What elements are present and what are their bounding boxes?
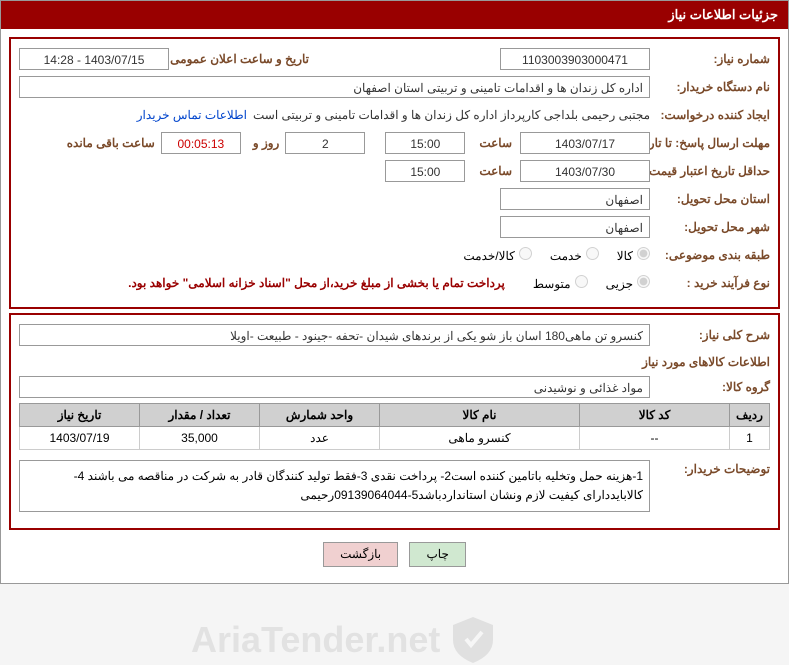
td-name: کنسرو ماهی — [380, 427, 580, 450]
row-buyer: نام دستگاه خریدار: اداره کل زندان ها و ا… — [19, 75, 770, 99]
button-bar: چاپ بازگشت — [9, 534, 780, 575]
city-field: اصفهان — [500, 216, 650, 238]
validity-label: حداقل تاریخ اعتبار قیمت: تا تاریخ: — [650, 164, 770, 178]
desc-label: شرح کلی نیاز: — [650, 328, 770, 342]
radio-partial-label: جزیی — [606, 275, 650, 291]
time-label-1: ساعت — [473, 136, 512, 150]
radio-service-label: خدمت — [550, 247, 599, 263]
radio-both-label: کالا/خدمت — [463, 247, 531, 263]
countdown-field: 00:05:13 — [161, 132, 241, 154]
announce-label: تاریخ و ساعت اعلان عمومی: — [169, 52, 309, 66]
group-field: مواد غذائی و نوشیدنی — [19, 376, 650, 398]
th-code: کد کالا — [580, 404, 730, 427]
back-button[interactable]: بازگشت — [323, 542, 398, 567]
th-name: نام کالا — [380, 404, 580, 427]
watermark: AriaTender.net — [191, 615, 498, 665]
remain-label: ساعت باقی مانده — [61, 136, 155, 150]
buyer-desc-box: 1-هزینه حمل وتخلیه باتامین کننده است2- پ… — [19, 460, 650, 512]
process-label: نوع فرآیند خرید : — [650, 276, 770, 290]
province-label: استان محل تحویل: — [650, 192, 770, 206]
requester-text: مجتبی رحیمی بلداجی کارپرداز اداره کل زند… — [253, 108, 650, 122]
row-group: گروه کالا: مواد غذائی و نوشیدنی — [19, 375, 770, 399]
deadline-label: مهلت ارسال پاسخ: تا تاریخ: — [650, 136, 770, 150]
city-label: شهر محل تحویل: — [650, 220, 770, 234]
info-panel: شماره نیاز: 1103003903000471 تاریخ و ساع… — [9, 37, 780, 309]
row-need-no: شماره نیاز: 1103003903000471 تاریخ و ساع… — [19, 47, 770, 71]
row-requester: ایجاد کننده درخواست: مجتبی رحیمی بلداجی … — [19, 103, 770, 127]
announce-field: 1403/07/15 - 14:28 — [19, 48, 169, 70]
td-code: -- — [580, 427, 730, 450]
radio-goods-label: کالا — [617, 247, 650, 263]
watermark-shield-icon — [448, 615, 498, 665]
days-label: روز و — [247, 136, 280, 150]
main-container: جزئیات اطلاعات نیاز شماره نیاز: 11030039… — [0, 0, 789, 584]
validity-date-field: 1403/07/30 — [520, 160, 650, 182]
requester-label: ایجاد کننده درخواست: — [650, 108, 770, 122]
desc-field: کنسرو تن ماهی180 اسان باز شو یکی از برند… — [19, 324, 650, 346]
row-process: نوع فرآیند خرید : جزیی متوسط پرداخت تمام… — [19, 271, 770, 295]
payment-note: پرداخت تمام یا بخشی از مبلغ خرید،از محل … — [128, 276, 505, 290]
buyer-desc-label: توضیحات خریدار: — [650, 456, 770, 476]
row-desc: شرح کلی نیاز: کنسرو تن ماهی180 اسان باز … — [19, 323, 770, 347]
table-row: 1 -- کنسرو ماهی عدد 35,000 1403/07/19 — [20, 427, 770, 450]
time-label-2: ساعت — [473, 164, 512, 178]
th-date: تاریخ نیاز — [20, 404, 140, 427]
print-button[interactable]: چاپ — [409, 542, 465, 567]
province-field: اصفهان — [500, 188, 650, 210]
group-label: گروه کالا: — [650, 380, 770, 394]
buyer-field: اداره کل زندان ها و اقدامات تامینی و ترب… — [19, 76, 650, 98]
row-province: استان محل تحویل: اصفهان — [19, 187, 770, 211]
details-panel: AriaTender.net شرح کلی نیاز: کنسرو تن ما… — [9, 313, 780, 530]
contact-link[interactable]: اطلاعات تماس خریدار — [137, 108, 247, 122]
deadline-time-field: 15:00 — [385, 132, 465, 154]
th-unit: واحد شمارش — [260, 404, 380, 427]
radio-partial[interactable] — [637, 275, 650, 288]
category-label: طبقه بندی موضوعی: — [650, 248, 770, 262]
row-buyer-desc: توضیحات خریدار: 1-هزینه حمل وتخلیه باتام… — [19, 456, 770, 516]
th-row: ردیف — [730, 404, 770, 427]
radio-both[interactable] — [519, 247, 532, 260]
row-deadline: مهلت ارسال پاسخ: تا تاریخ: 1403/07/17 سا… — [19, 131, 770, 155]
goods-table: ردیف کد کالا نام کالا واحد شمارش تعداد /… — [19, 403, 770, 450]
page-header: جزئیات اطلاعات نیاز — [1, 1, 788, 29]
th-qty: تعداد / مقدار — [140, 404, 260, 427]
validity-time-field: 15:00 — [385, 160, 465, 182]
radio-service[interactable] — [586, 247, 599, 260]
row-category: طبقه بندی موضوعی: کالا خدمت کالا/خدمت — [19, 243, 770, 267]
need-no-label: شماره نیاز: — [650, 52, 770, 66]
td-date: 1403/07/19 — [20, 427, 140, 450]
radio-medium[interactable] — [575, 275, 588, 288]
buyer-label: نام دستگاه خریدار: — [650, 80, 770, 94]
page-title: جزئیات اطلاعات نیاز — [668, 7, 778, 22]
radio-medium-label: متوسط — [533, 275, 588, 291]
deadline-date-field: 1403/07/17 — [520, 132, 650, 154]
td-qty: 35,000 — [140, 427, 260, 450]
row-city: شهر محل تحویل: اصفهان — [19, 215, 770, 239]
row-validity: حداقل تاریخ اعتبار قیمت: تا تاریخ: 1403/… — [19, 159, 770, 183]
td-row: 1 — [730, 427, 770, 450]
goods-section-title: اطلاعات کالاهای مورد نیاز — [19, 355, 770, 369]
radio-goods[interactable] — [637, 247, 650, 260]
table-header-row: ردیف کد کالا نام کالا واحد شمارش تعداد /… — [20, 404, 770, 427]
td-unit: عدد — [260, 427, 380, 450]
days-field: 2 — [285, 132, 365, 154]
need-no-field: 1103003903000471 — [500, 48, 650, 70]
content-area: شماره نیاز: 1103003903000471 تاریخ و ساع… — [1, 29, 788, 583]
